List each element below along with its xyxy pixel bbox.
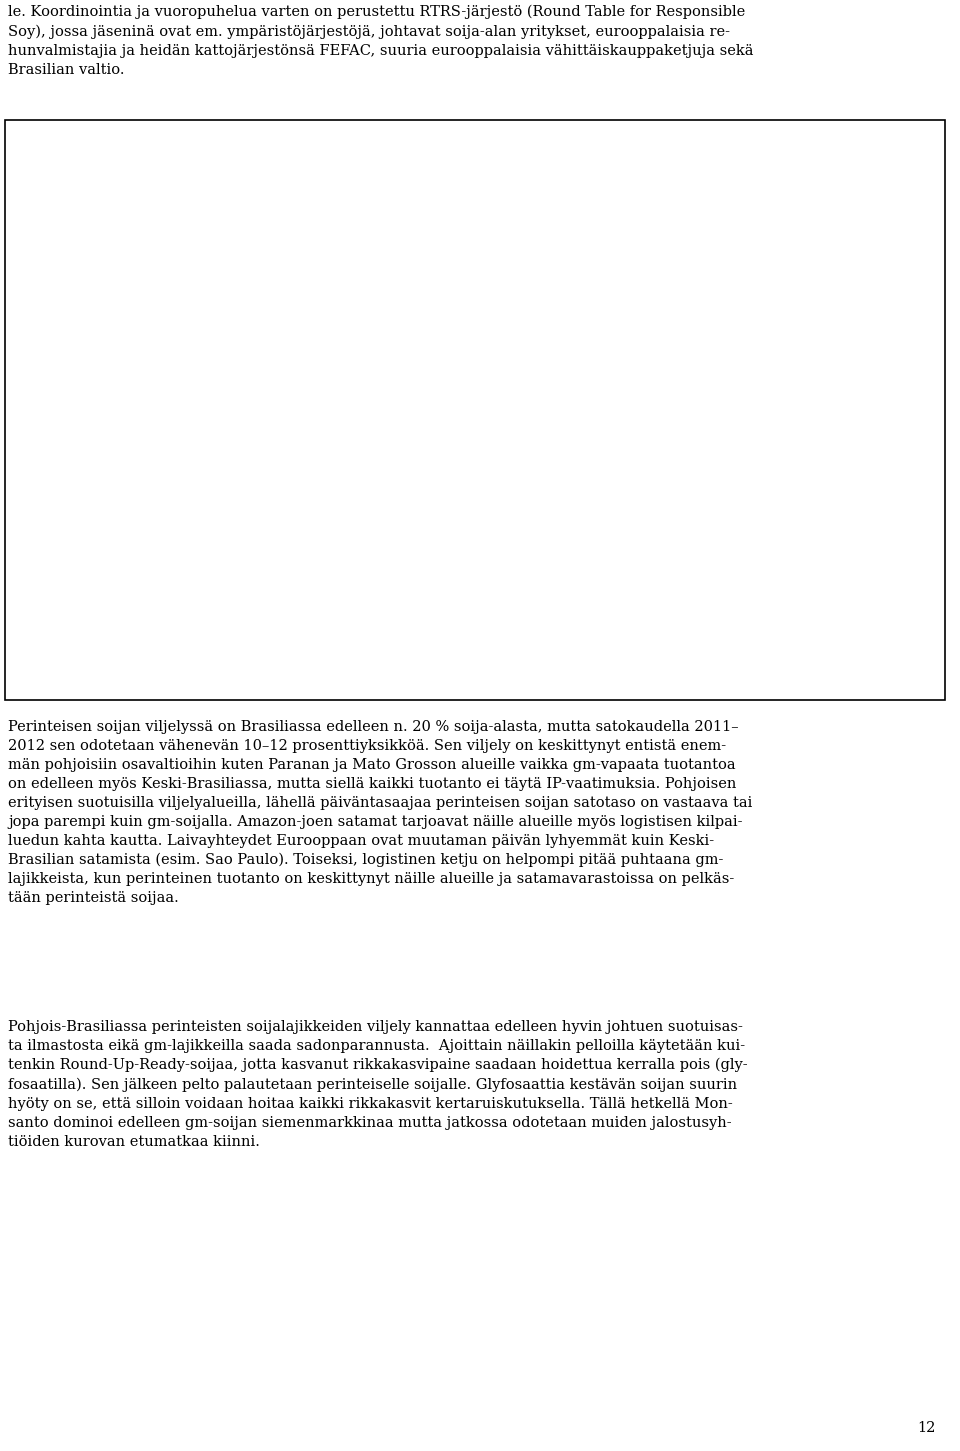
Text: le. Koordinointia ja vuoropuhelua varten on perustettu RTRS-järjestö (Round Tabl: le. Koordinointia ja vuoropuhelua varten… xyxy=(8,4,754,77)
Text: Perinteisen soijan viljelyssä on Brasiliassa edelleen n. 20 % soija-alasta, mutt: Perinteisen soijan viljelyssä on Brasili… xyxy=(8,720,753,905)
Text: Pohjois-Brasiliassa perinteisten soijalajikkeiden viljely kannattaa edelleen hyv: Pohjois-Brasiliassa perinteisten soijala… xyxy=(8,1020,748,1149)
Text: Gm-lajikkeiden osuuden kehitys soijan kokonaisalasta Brasiliassa vv. 2000 - 2010: Gm-lajikkeiden osuuden kehitys soijan ko… xyxy=(10,136,725,154)
Y-axis label: % GMO: % GMO xyxy=(26,380,40,431)
Text: Cargill Inc.: Cargill Inc. xyxy=(14,654,107,667)
Text: 7: 7 xyxy=(926,657,936,672)
Text: 12: 12 xyxy=(917,1421,936,1435)
Text: Cargill Customer Conference Venice April
14-16, 2010: Cargill Customer Conference Venice April… xyxy=(367,653,583,676)
